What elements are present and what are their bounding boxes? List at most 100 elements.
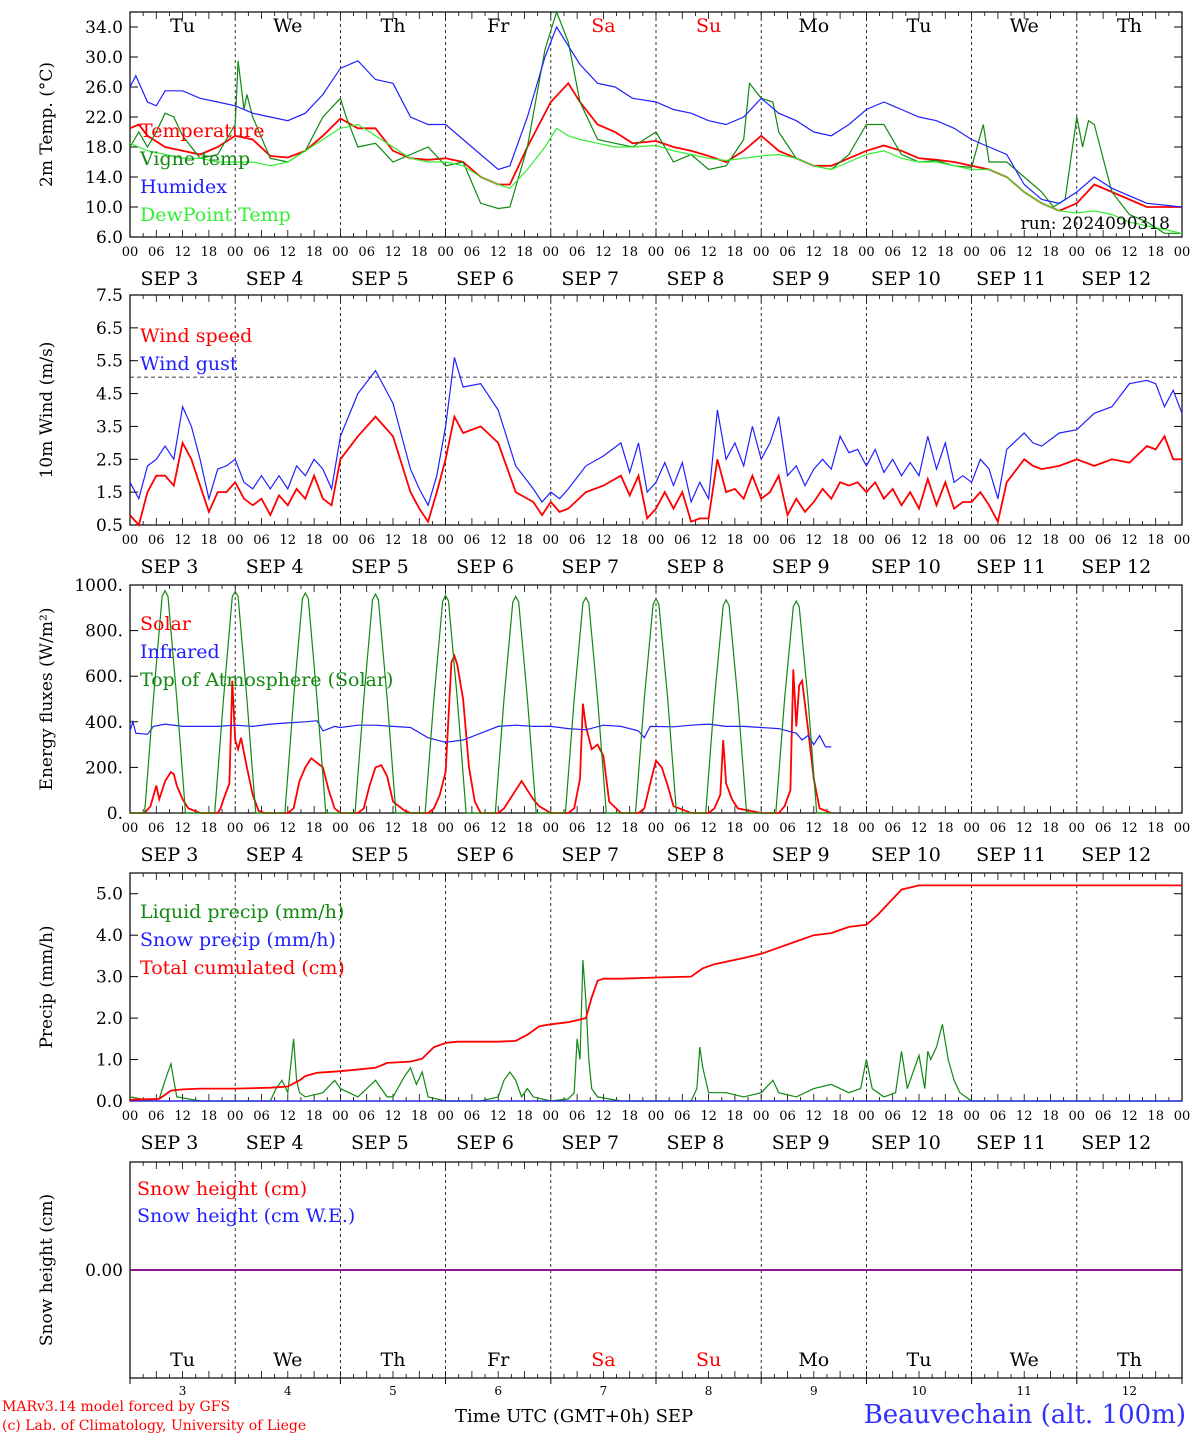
panel3-date-label: SEP 3 — [141, 844, 199, 866]
panel3-hour-label: 06 — [358, 821, 375, 836]
panel3-y-tick-label: 1000. — [74, 576, 123, 596]
credits-line-2: (c) Lab. of Climatology, University of L… — [2, 1418, 307, 1434]
panel2-y-tick-label: 3.5 — [96, 417, 123, 437]
panel2-y-tick-label: 4.5 — [96, 385, 123, 405]
panel3-hour-label: 12 — [280, 821, 297, 836]
panel4-hour-label: 18 — [306, 1109, 323, 1124]
panel2-hour-label: 00 — [543, 533, 560, 548]
panel4-hour-label: 00 — [858, 1109, 875, 1124]
panel5-day-number: 10 — [911, 1384, 926, 1398]
panel5-day-number: 7 — [600, 1384, 608, 1398]
panel2-hour-label: 12 — [1016, 533, 1033, 548]
panel1-hour-label: 12 — [1121, 245, 1138, 260]
panel5-weekday-label: Sa — [591, 1349, 615, 1371]
panel3-legend-item: Solar — [140, 613, 192, 635]
panel4-hour-label: 18 — [411, 1109, 428, 1124]
panel1-date-label: SEP 11 — [976, 268, 1046, 290]
panel4-hour-label: 00 — [437, 1109, 454, 1124]
panel4-hour-label: 12 — [385, 1109, 402, 1124]
panel3-hour-label: 00 — [753, 821, 770, 836]
panel1-hour-label: 00 — [1069, 245, 1086, 260]
panel4-legend-item: Liquid precip (mm/h) — [140, 901, 344, 923]
panel2-hour-label: 12 — [911, 533, 928, 548]
panel3-hour-label: 00 — [1174, 821, 1191, 836]
panel2-date-label: SEP 11 — [976, 556, 1046, 578]
panel5-weekday-label: We — [273, 1349, 302, 1371]
panel3-hour-label: 06 — [148, 821, 165, 836]
panel2-hour-label: 12 — [700, 533, 717, 548]
panel5-y-axis-label: Snow height (cm) — [37, 1194, 57, 1346]
panel1-date-label: SEP 8 — [667, 268, 725, 290]
panel1-y-tick-label: 18.0 — [85, 138, 123, 158]
panel2-hour-label: 00 — [858, 533, 875, 548]
panel2-hour-label: 06 — [253, 533, 270, 548]
panel1-y-tick-label: 6.0 — [96, 228, 123, 248]
panel1-hour-label: 06 — [1095, 245, 1112, 260]
panel1-hour-label: 18 — [1042, 245, 1059, 260]
panel5-day-number: 12 — [1122, 1384, 1137, 1398]
panel2-y-axis-label: 10m Wind (m/s) — [37, 342, 57, 479]
panel1-hour-label: 12 — [806, 245, 823, 260]
panel4-date-label: SEP 7 — [561, 1132, 619, 1154]
panel3-hour-label: 12 — [1121, 821, 1138, 836]
panel1-hour-label: 06 — [990, 245, 1007, 260]
panel4-hour-label: 00 — [1174, 1109, 1191, 1124]
panel3-series-infrared — [129, 719, 832, 748]
panel2-y-tick-label: 5.5 — [96, 352, 123, 372]
panel2-hour-label: 06 — [674, 533, 691, 548]
panel1-hour-label: 18 — [516, 245, 533, 260]
panel3-y-tick-label: 400. — [85, 713, 123, 733]
panel3-hour-label: 18 — [306, 821, 323, 836]
credits-line-1: MARv3.14 model forced by GFS — [2, 1399, 231, 1415]
panel4-hour-label: 12 — [174, 1109, 191, 1124]
panel3-date-label: SEP 12 — [1081, 844, 1151, 866]
panel4-hour-label: 12 — [911, 1109, 928, 1124]
panel1-hour-label: 00 — [858, 245, 875, 260]
panel3-hour-label: 12 — [700, 821, 717, 836]
panel1-hour-label: 18 — [1147, 245, 1164, 260]
panel1-hour-label: 06 — [253, 245, 270, 260]
panel2-hour-label: 06 — [464, 533, 481, 548]
panel4-hour-label: 18 — [621, 1109, 638, 1124]
panel4-hour-label: 18 — [832, 1109, 849, 1124]
panel1-series-dewpoint-temp — [129, 123, 1183, 234]
panel1-date-label: SEP 5 — [351, 268, 409, 290]
panel1-date-label: SEP 10 — [871, 268, 941, 290]
panel4-hour-label: 00 — [963, 1109, 980, 1124]
panel4-hour-label: 06 — [779, 1109, 796, 1124]
panel2-date-label: SEP 9 — [772, 556, 830, 578]
panel2-date-label: SEP 8 — [667, 556, 725, 578]
panel2-date-label: SEP 3 — [141, 556, 199, 578]
panel4-series-liquid-precip-mm-h — [129, 960, 1182, 1102]
panel4-hour-label: 06 — [464, 1109, 481, 1124]
panel2-hour-label: 06 — [148, 533, 165, 548]
panel1-weekday-label: Fr — [487, 15, 510, 37]
panel1-y-tick-label: 26.0 — [85, 78, 123, 98]
panel4-hour-label: 00 — [122, 1109, 139, 1124]
panel4-date-label: SEP 12 — [1081, 1132, 1151, 1154]
panel3-y-tick-label: 200. — [85, 758, 123, 778]
panel4-y-axis-label: Precip (mm/h) — [37, 925, 57, 1048]
panel3-series-solar — [130, 653, 832, 814]
panel4-date-label: SEP 9 — [772, 1132, 830, 1154]
panel5-day-number: 3 — [179, 1384, 187, 1398]
panel5-day-number: 4 — [284, 1384, 292, 1398]
panel2-hour-label: 12 — [595, 533, 612, 548]
panel2-hour-label: 00 — [1174, 533, 1191, 548]
panel1-y-tick-label: 14.0 — [85, 168, 123, 188]
panel2-hour-label: 18 — [937, 533, 954, 548]
panel3-date-label: SEP 7 — [561, 844, 619, 866]
panel4-hour-label: 18 — [201, 1109, 218, 1124]
panel4-hour-label: 06 — [358, 1109, 375, 1124]
panel4-hour-label: 12 — [280, 1109, 297, 1124]
panel1-hour-label: 12 — [174, 245, 191, 260]
panel3-date-label: SEP 8 — [667, 844, 725, 866]
panel1-weekday-label: Su — [696, 15, 721, 37]
panel3-hour-label: 12 — [595, 821, 612, 836]
panel5-weekday-label: We — [1010, 1349, 1039, 1371]
panel1-weekday-label: Tu — [170, 15, 195, 37]
panel3-date-label: SEP 10 — [871, 844, 941, 866]
panel1-hour-label: 00 — [1174, 245, 1191, 260]
panel1-hour-label: 18 — [832, 245, 849, 260]
